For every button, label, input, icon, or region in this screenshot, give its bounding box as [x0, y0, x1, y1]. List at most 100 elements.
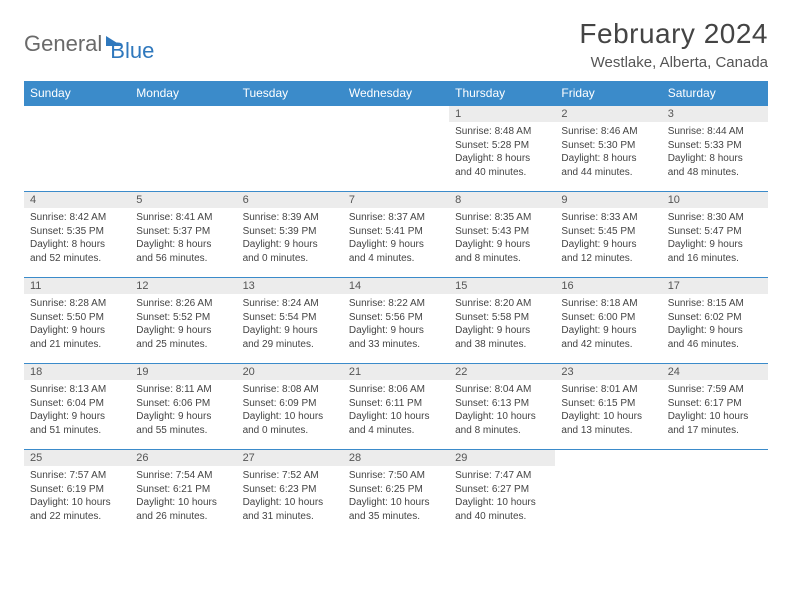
day-detail: Sunrise: 7:47 AMSunset: 6:27 PMDaylight:…	[449, 466, 555, 529]
daylight-line: Daylight: 10 hours and 4 minutes.	[349, 410, 443, 437]
day-number: 25	[24, 450, 130, 466]
calendar-cell	[662, 450, 768, 536]
day-number: 17	[662, 278, 768, 294]
sunset-line: Sunset: 5:41 PM	[349, 225, 443, 239]
sunset-line: Sunset: 5:35 PM	[30, 225, 124, 239]
day-detail: Sunrise: 8:20 AMSunset: 5:58 PMDaylight:…	[449, 294, 555, 357]
day-detail: Sunrise: 8:15 AMSunset: 6:02 PMDaylight:…	[662, 294, 768, 357]
daylight-line: Daylight: 9 hours and 42 minutes.	[561, 324, 655, 351]
daylight-line: Daylight: 9 hours and 0 minutes.	[243, 238, 337, 265]
logo-word-2: Blue	[110, 38, 154, 64]
sunset-line: Sunset: 6:15 PM	[561, 397, 655, 411]
sunrise-line: Sunrise: 8:28 AM	[30, 297, 124, 311]
daylight-line: Daylight: 9 hours and 21 minutes.	[30, 324, 124, 351]
sunset-line: Sunset: 6:02 PM	[668, 311, 762, 325]
calendar-cell: 27Sunrise: 7:52 AMSunset: 6:23 PMDayligh…	[237, 450, 343, 536]
daylight-line: Daylight: 8 hours and 56 minutes.	[136, 238, 230, 265]
sunrise-line: Sunrise: 7:54 AM	[136, 469, 230, 483]
calendar-cell: 11Sunrise: 8:28 AMSunset: 5:50 PMDayligh…	[24, 278, 130, 364]
calendar-week-row: 1Sunrise: 8:48 AMSunset: 5:28 PMDaylight…	[24, 106, 768, 192]
weekday-header-row: Sunday Monday Tuesday Wednesday Thursday…	[24, 81, 768, 106]
daylight-line: Daylight: 10 hours and 40 minutes.	[455, 496, 549, 523]
sunrise-line: Sunrise: 8:04 AM	[455, 383, 549, 397]
day-number: 7	[343, 192, 449, 208]
day-detail: Sunrise: 7:52 AMSunset: 6:23 PMDaylight:…	[237, 466, 343, 529]
calendar-cell: 22Sunrise: 8:04 AMSunset: 6:13 PMDayligh…	[449, 364, 555, 450]
sunrise-line: Sunrise: 8:22 AM	[349, 297, 443, 311]
calendar-week-row: 18Sunrise: 8:13 AMSunset: 6:04 PMDayligh…	[24, 364, 768, 450]
sunrise-line: Sunrise: 8:39 AM	[243, 211, 337, 225]
day-number: 18	[24, 364, 130, 380]
calendar-cell: 24Sunrise: 7:59 AMSunset: 6:17 PMDayligh…	[662, 364, 768, 450]
sunrise-line: Sunrise: 8:24 AM	[243, 297, 337, 311]
calendar-cell	[237, 106, 343, 192]
calendar-cell: 3Sunrise: 8:44 AMSunset: 5:33 PMDaylight…	[662, 106, 768, 192]
day-detail: Sunrise: 7:57 AMSunset: 6:19 PMDaylight:…	[24, 466, 130, 529]
day-detail: Sunrise: 8:39 AMSunset: 5:39 PMDaylight:…	[237, 208, 343, 271]
page-header: General Blue February 2024 Westlake, Alb…	[24, 18, 768, 71]
calendar-cell	[343, 106, 449, 192]
sunset-line: Sunset: 5:30 PM	[561, 139, 655, 153]
sunrise-line: Sunrise: 7:57 AM	[30, 469, 124, 483]
calendar-cell: 15Sunrise: 8:20 AMSunset: 5:58 PMDayligh…	[449, 278, 555, 364]
day-detail: Sunrise: 8:37 AMSunset: 5:41 PMDaylight:…	[343, 208, 449, 271]
daylight-line: Daylight: 9 hours and 51 minutes.	[30, 410, 124, 437]
calendar-cell	[130, 106, 236, 192]
daylight-line: Daylight: 10 hours and 17 minutes.	[668, 410, 762, 437]
sunrise-line: Sunrise: 7:59 AM	[668, 383, 762, 397]
day-detail: Sunrise: 7:59 AMSunset: 6:17 PMDaylight:…	[662, 380, 768, 443]
sunrise-line: Sunrise: 7:47 AM	[455, 469, 549, 483]
daylight-line: Daylight: 10 hours and 31 minutes.	[243, 496, 337, 523]
calendar-cell: 1Sunrise: 8:48 AMSunset: 5:28 PMDaylight…	[449, 106, 555, 192]
sunset-line: Sunset: 6:27 PM	[455, 483, 549, 497]
sunrise-line: Sunrise: 8:26 AM	[136, 297, 230, 311]
calendar-cell: 28Sunrise: 7:50 AMSunset: 6:25 PMDayligh…	[343, 450, 449, 536]
daylight-line: Daylight: 8 hours and 44 minutes.	[561, 152, 655, 179]
sunset-line: Sunset: 6:04 PM	[30, 397, 124, 411]
day-number: 22	[449, 364, 555, 380]
day-detail: Sunrise: 8:22 AMSunset: 5:56 PMDaylight:…	[343, 294, 449, 357]
day-number: 12	[130, 278, 236, 294]
calendar-cell: 10Sunrise: 8:30 AMSunset: 5:47 PMDayligh…	[662, 192, 768, 278]
sunrise-line: Sunrise: 8:18 AM	[561, 297, 655, 311]
daylight-line: Daylight: 9 hours and 4 minutes.	[349, 238, 443, 265]
day-number: 5	[130, 192, 236, 208]
day-detail: Sunrise: 8:04 AMSunset: 6:13 PMDaylight:…	[449, 380, 555, 443]
calendar-cell: 26Sunrise: 7:54 AMSunset: 6:21 PMDayligh…	[130, 450, 236, 536]
day-detail: Sunrise: 7:50 AMSunset: 6:25 PMDaylight:…	[343, 466, 449, 529]
calendar-cell: 6Sunrise: 8:39 AMSunset: 5:39 PMDaylight…	[237, 192, 343, 278]
sunset-line: Sunset: 5:50 PM	[30, 311, 124, 325]
calendar-week-row: 4Sunrise: 8:42 AMSunset: 5:35 PMDaylight…	[24, 192, 768, 278]
day-detail: Sunrise: 8:26 AMSunset: 5:52 PMDaylight:…	[130, 294, 236, 357]
day-number: 27	[237, 450, 343, 466]
daylight-line: Daylight: 10 hours and 13 minutes.	[561, 410, 655, 437]
sunset-line: Sunset: 5:58 PM	[455, 311, 549, 325]
day-detail: Sunrise: 8:35 AMSunset: 5:43 PMDaylight:…	[449, 208, 555, 271]
day-number: 13	[237, 278, 343, 294]
daylight-line: Daylight: 9 hours and 16 minutes.	[668, 238, 762, 265]
day-detail: Sunrise: 8:28 AMSunset: 5:50 PMDaylight:…	[24, 294, 130, 357]
sunrise-line: Sunrise: 8:42 AM	[30, 211, 124, 225]
day-detail: Sunrise: 8:08 AMSunset: 6:09 PMDaylight:…	[237, 380, 343, 443]
daylight-line: Daylight: 8 hours and 48 minutes.	[668, 152, 762, 179]
day-number: 14	[343, 278, 449, 294]
calendar-cell: 4Sunrise: 8:42 AMSunset: 5:35 PMDaylight…	[24, 192, 130, 278]
sunset-line: Sunset: 5:39 PM	[243, 225, 337, 239]
sunrise-line: Sunrise: 8:06 AM	[349, 383, 443, 397]
day-detail: Sunrise: 8:44 AMSunset: 5:33 PMDaylight:…	[662, 122, 768, 185]
day-detail: Sunrise: 8:01 AMSunset: 6:15 PMDaylight:…	[555, 380, 661, 443]
sunset-line: Sunset: 6:21 PM	[136, 483, 230, 497]
calendar-page: General Blue February 2024 Westlake, Alb…	[0, 0, 792, 536]
day-detail: Sunrise: 8:18 AMSunset: 6:00 PMDaylight:…	[555, 294, 661, 357]
calendar-cell: 19Sunrise: 8:11 AMSunset: 6:06 PMDayligh…	[130, 364, 236, 450]
day-number: 1	[449, 106, 555, 122]
day-detail: Sunrise: 8:41 AMSunset: 5:37 PMDaylight:…	[130, 208, 236, 271]
sunset-line: Sunset: 5:56 PM	[349, 311, 443, 325]
sunrise-line: Sunrise: 8:20 AM	[455, 297, 549, 311]
calendar-cell: 9Sunrise: 8:33 AMSunset: 5:45 PMDaylight…	[555, 192, 661, 278]
sunrise-line: Sunrise: 8:13 AM	[30, 383, 124, 397]
sunset-line: Sunset: 5:28 PM	[455, 139, 549, 153]
sunrise-line: Sunrise: 8:35 AM	[455, 211, 549, 225]
sunset-line: Sunset: 5:45 PM	[561, 225, 655, 239]
day-number: 9	[555, 192, 661, 208]
